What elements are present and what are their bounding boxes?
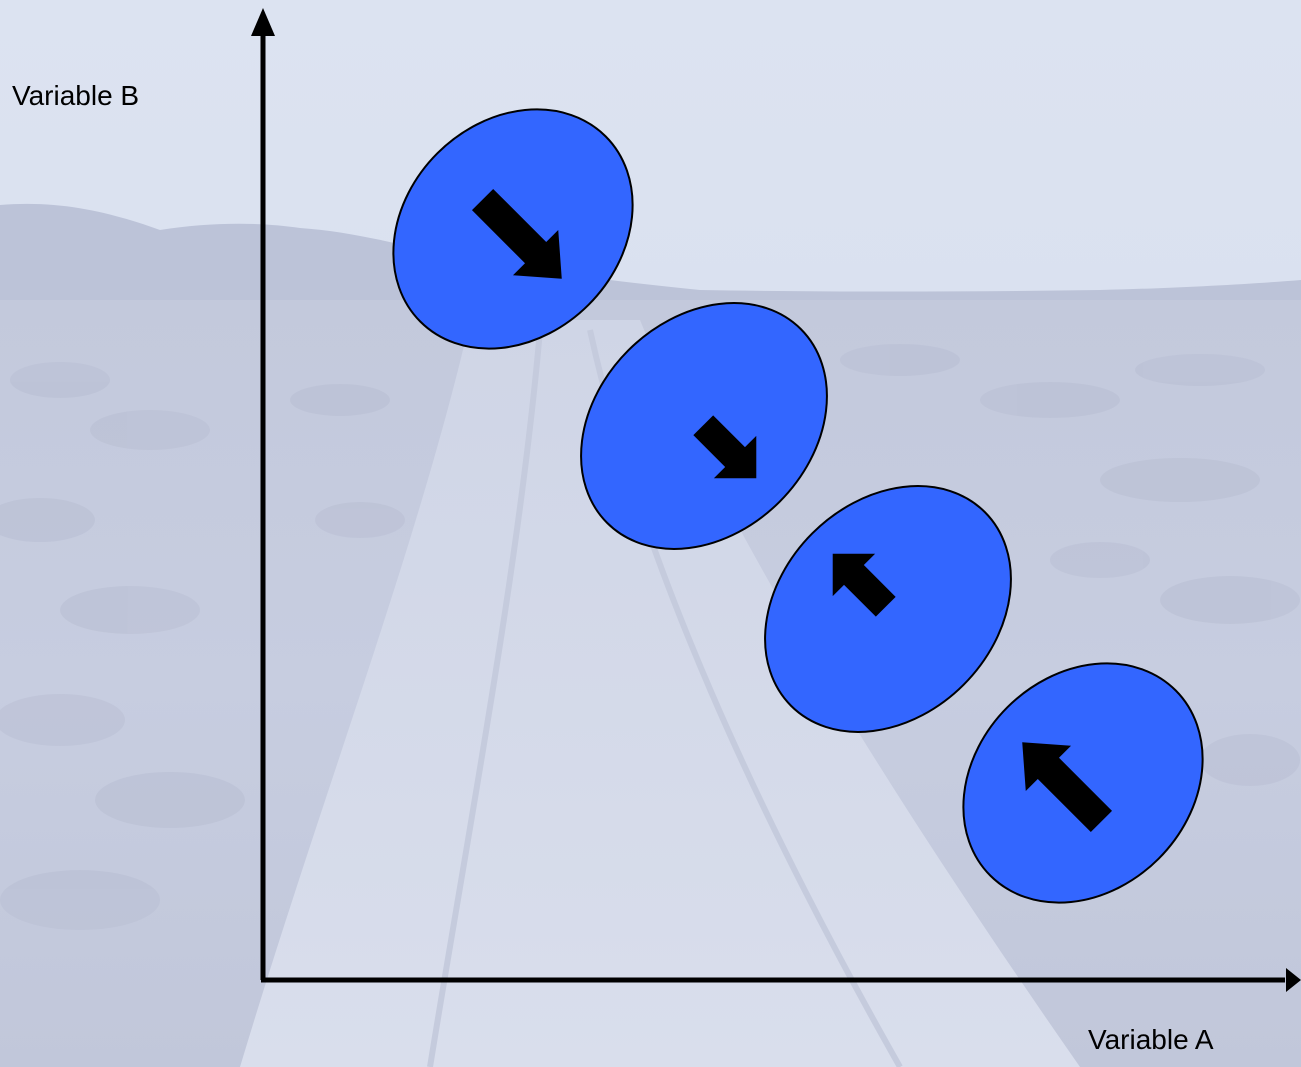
arrow-down-right-icon xyxy=(471,188,562,279)
arrow-up-left-icon xyxy=(832,553,896,617)
x-axis-arrowhead xyxy=(1286,968,1301,992)
arrow-down-right-icon xyxy=(693,415,757,479)
y-axis-arrowhead xyxy=(251,8,275,36)
distant-hills xyxy=(0,203,1301,320)
y-axis-label: Variable B xyxy=(12,80,140,111)
axes xyxy=(251,8,1301,992)
x-axis-label: Variable A xyxy=(1088,1024,1214,1055)
ellipse-3 xyxy=(764,485,1012,733)
ellipse-4 xyxy=(962,662,1204,904)
ellipse-2 xyxy=(580,302,828,550)
sagebrush-texture xyxy=(0,344,1300,930)
road-track xyxy=(427,329,543,1067)
ellipse-1 xyxy=(392,108,634,350)
ellipse-shape xyxy=(764,485,1012,733)
arrow-up-left-icon xyxy=(1022,742,1113,833)
dirt-road xyxy=(240,320,1080,1067)
